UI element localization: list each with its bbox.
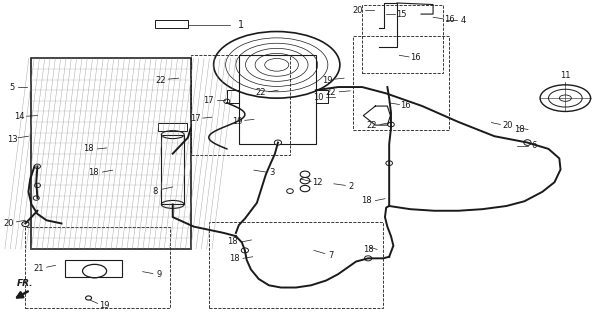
Text: 18: 18 <box>88 168 98 177</box>
Text: 22: 22 <box>256 88 266 97</box>
Text: 17: 17 <box>190 114 201 123</box>
Text: 2: 2 <box>349 181 354 190</box>
Text: 19: 19 <box>322 76 332 84</box>
Ellipse shape <box>274 140 281 145</box>
Bar <box>158 123 187 132</box>
Ellipse shape <box>33 196 39 200</box>
Ellipse shape <box>83 264 106 278</box>
Text: 4: 4 <box>460 16 466 25</box>
Text: 14: 14 <box>14 112 25 121</box>
Text: 18: 18 <box>228 237 238 246</box>
Text: 15: 15 <box>396 10 406 19</box>
Text: 18: 18 <box>363 245 373 254</box>
Ellipse shape <box>86 296 92 300</box>
Text: 21: 21 <box>33 264 44 273</box>
Text: 20: 20 <box>503 121 513 130</box>
Text: 17: 17 <box>204 96 214 105</box>
Bar <box>155 20 188 28</box>
Bar <box>191 55 290 155</box>
Ellipse shape <box>300 178 310 184</box>
Text: 3: 3 <box>269 168 275 177</box>
Bar <box>65 260 121 277</box>
Text: 19: 19 <box>232 117 242 126</box>
Text: 18: 18 <box>229 254 239 263</box>
Text: 16: 16 <box>410 53 420 62</box>
Text: 5: 5 <box>10 83 15 92</box>
Ellipse shape <box>87 267 103 276</box>
Bar <box>31 59 191 249</box>
Text: 9: 9 <box>156 270 161 279</box>
Ellipse shape <box>287 189 294 194</box>
Text: 19: 19 <box>100 301 110 310</box>
Ellipse shape <box>22 221 29 227</box>
Text: 22: 22 <box>326 88 336 97</box>
Text: 6: 6 <box>532 141 537 150</box>
Bar <box>25 227 170 308</box>
Text: 22: 22 <box>367 121 377 130</box>
Bar <box>209 222 383 308</box>
Text: 20: 20 <box>4 219 14 228</box>
Ellipse shape <box>388 122 394 127</box>
Ellipse shape <box>34 183 40 188</box>
Ellipse shape <box>365 256 371 261</box>
Bar <box>161 135 184 204</box>
Text: 16: 16 <box>444 15 455 24</box>
Text: 1: 1 <box>237 20 244 29</box>
Ellipse shape <box>34 164 40 169</box>
Ellipse shape <box>224 99 230 104</box>
Text: 7: 7 <box>328 251 333 260</box>
Text: FR.: FR. <box>17 278 34 288</box>
Text: 10: 10 <box>313 93 324 102</box>
Bar <box>353 36 449 130</box>
Text: 11: 11 <box>560 71 571 80</box>
Bar <box>362 4 443 73</box>
Text: 18: 18 <box>514 125 524 134</box>
Text: 16: 16 <box>400 101 411 110</box>
Text: 8: 8 <box>152 187 158 196</box>
Ellipse shape <box>83 264 106 278</box>
Ellipse shape <box>300 185 310 192</box>
Text: 18: 18 <box>83 144 94 153</box>
Ellipse shape <box>386 161 393 165</box>
Text: 13: 13 <box>7 135 18 144</box>
Text: 12: 12 <box>312 178 323 187</box>
Text: 22: 22 <box>155 76 166 84</box>
Text: 18: 18 <box>361 196 371 205</box>
Ellipse shape <box>300 171 310 178</box>
Text: 20: 20 <box>352 6 362 15</box>
Bar <box>239 55 316 144</box>
Ellipse shape <box>241 248 248 253</box>
Ellipse shape <box>524 140 531 145</box>
